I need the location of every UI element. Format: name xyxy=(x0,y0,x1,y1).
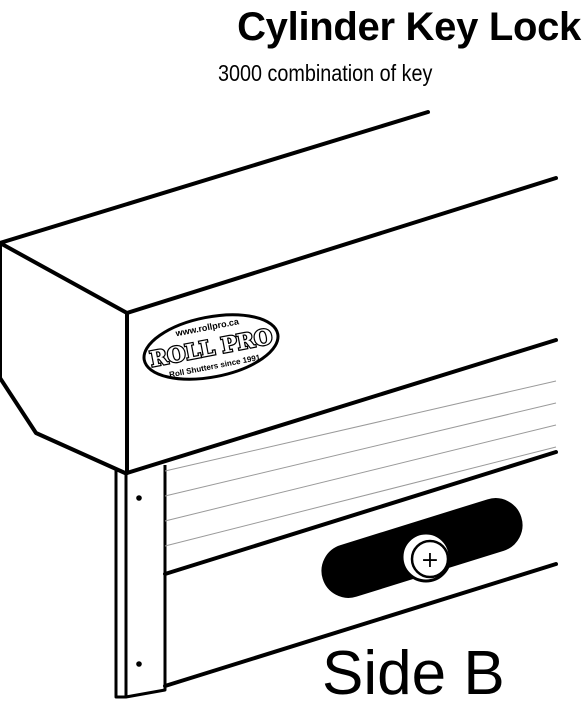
housing-front-top-edge xyxy=(125,176,558,315)
page-title: Cylinder Key Lock xyxy=(237,5,581,49)
housing-top-back-edge xyxy=(0,110,430,245)
slat-line xyxy=(164,380,557,472)
lock-cylinder-plus-icon: + xyxy=(421,548,439,573)
housing-side-face xyxy=(0,241,127,475)
housing-top-front-edge xyxy=(0,241,129,315)
bottom-bar xyxy=(163,450,558,688)
side-guide-rail xyxy=(114,465,167,699)
side-label: Side B xyxy=(322,639,505,708)
bottom-bar-top-edge xyxy=(163,450,558,576)
roll-pro-logo: www.rollpro.ca ROLL PRO Roll Shutters si… xyxy=(142,313,280,381)
slat-line xyxy=(164,424,557,522)
lock-cylinder-face xyxy=(410,539,450,579)
housing-bottom-edge xyxy=(125,338,558,475)
bottom-bar-bottom-edge xyxy=(163,562,558,688)
slat-line xyxy=(164,446,557,547)
slat-line xyxy=(164,402,557,497)
guide-rail-screw-top xyxy=(136,495,142,501)
logo-oval xyxy=(142,313,280,381)
shutter-slats xyxy=(164,380,557,547)
guide-rail-screw-bottom xyxy=(136,661,142,667)
page-subtitle: 3000 combination of key xyxy=(218,60,433,86)
shutter-housing xyxy=(0,110,558,475)
